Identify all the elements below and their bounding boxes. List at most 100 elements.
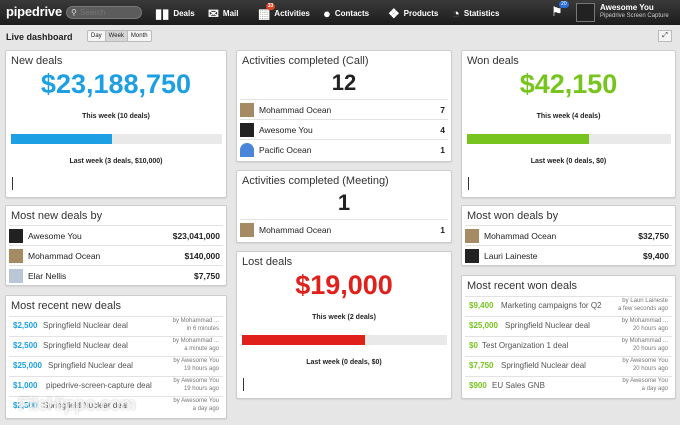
most-won-deals-by-widget: Most won deals by Mohammad Ocean $32,750… (461, 205, 676, 266)
progress-fill (467, 134, 590, 144)
page-title: Live dashboard (6, 32, 73, 42)
deal-amount: $1,000 (13, 381, 38, 390)
range-month[interactable]: Month (130, 33, 148, 39)
list-item[interactable]: Mohammad Ocean $32,750 (465, 225, 672, 245)
search-input[interactable] (80, 7, 140, 18)
list-item[interactable]: Awesome You 4 (240, 119, 448, 139)
deal-amount: $2,500 (13, 401, 38, 410)
user-name[interactable]: Awesome You (600, 3, 654, 12)
deal-name[interactable]: Springfield Nuclear deal (501, 361, 586, 370)
deal-name[interactable]: EU Sales GNB (492, 381, 545, 390)
recent-new-deals-widget: Most recent new deals $2,500 Springfield… (5, 295, 227, 419)
search-box[interactable]: ⚲ (66, 6, 142, 19)
progress-bar (11, 134, 222, 144)
activities-meeting-value: 1 (337, 190, 351, 215)
avatar (240, 102, 254, 117)
filehippo-watermark: FileHippo.com (18, 394, 136, 414)
deal-name[interactable]: Springfield Nuclear deal (48, 361, 133, 370)
list-item[interactable]: $25,000 Springfield Nuclear deal by Awes… (9, 356, 223, 376)
widget-title: Most recent new deals (11, 300, 122, 312)
lost-deals-value: $19,000 (295, 270, 393, 300)
list-item[interactable]: $900 EU Sales GNB by Awesome You a day ag… (465, 376, 672, 396)
list-item[interactable]: $1,000 pipedrive-screen-capture deal by … (9, 376, 223, 396)
deal-amount: $25,000 (13, 361, 42, 370)
fullscreen-icon[interactable]: ⤢ (658, 30, 672, 42)
flag-badge: 20 (559, 1, 569, 8)
list-item[interactable]: Mohammad Ocean $140,000 (9, 245, 223, 265)
widget-title: Lost deals (242, 256, 293, 268)
nav-activities[interactable]: ▦ 33 Activities (258, 2, 310, 21)
progress-fill (11, 134, 113, 144)
range-selector: Day Week Month (87, 30, 152, 42)
nav-statistics[interactable]: ◔ Statistics (452, 5, 500, 21)
flag-icon[interactable]: ⚑ 20 (551, 1, 569, 19)
activities-badge: 33 (265, 2, 276, 10)
mail-icon: ✉ (208, 5, 219, 21)
new-deals-widget: New deals $23,188,750 This week (10 deal… (5, 50, 227, 198)
progress-fill (242, 335, 365, 345)
search-icon: ⚲ (71, 8, 77, 17)
deal-name[interactable]: pipedrive-screen-capture deal (46, 381, 152, 390)
widget-title: Activities completed (Call) (242, 55, 369, 67)
deal-meta: by Mohammad ... 20 hours ago (621, 338, 668, 352)
list-item[interactable]: $0 Test Organization 1 deal by Mohammad … (465, 336, 672, 356)
activities-call-value: 12 (331, 70, 357, 95)
list-item[interactable]: Mohammad Ocean 7 (240, 99, 448, 119)
widget-title: Activities completed (Meeting) (242, 175, 389, 187)
user-avatar[interactable] (576, 3, 595, 22)
activities-call-widget: Activities completed (Call) 12 Mohammad … (236, 50, 452, 162)
deal-name[interactable]: Springfield Nuclear deal (43, 401, 128, 410)
deal-meta: by Mohammad ... in 6 minutes (172, 318, 219, 332)
lost-deals-widget: Lost deals $19,000 This week (2 deals) L… (236, 251, 452, 399)
list-item[interactable]: $2,500 Springfield Nuclear deal by Moham… (9, 336, 223, 356)
avatar (9, 228, 23, 243)
deal-amount: $0 (469, 341, 478, 350)
last-week-label: Last week (0 deals, $0) (530, 158, 607, 165)
deal-meta: by Mohammad ... 20 hours ago (621, 318, 668, 332)
avatar (240, 222, 254, 237)
list-item[interactable]: Elar Nellis $7,750 (9, 265, 223, 285)
deal-name[interactable]: Springfield Nuclear deal (43, 321, 128, 330)
list-item[interactable]: Awesome You $23,041,000 (9, 225, 223, 245)
new-deals-value: $23,188,750 (40, 69, 192, 99)
avatar (9, 248, 23, 263)
deal-meta: by Awesome You 19 hours ago (173, 358, 219, 372)
deal-meta: by Awesome You a day ago (173, 398, 219, 412)
widget-title: Most new deals by (11, 210, 103, 222)
list-item[interactable]: $25,000 Springfield Nuclear deal by Moha… (465, 316, 672, 336)
contacts-icon: ● (323, 5, 331, 21)
list-item[interactable]: $2,500 Springfield Nuclear deal by Aweso… (9, 396, 223, 416)
pipedrive-logo[interactable]: pipedrive (6, 4, 62, 19)
deal-name[interactable]: Springfield Nuclear deal (505, 321, 590, 330)
deal-meta: by Awesome You 19 hours ago (173, 378, 219, 392)
deal-name[interactable]: Springfield Nuclear deal (43, 341, 128, 350)
deal-amount: $25,000 (469, 321, 498, 330)
nav-products[interactable]: ❖ Products (388, 5, 439, 21)
deal-meta: by Awesome You a day ago (622, 378, 668, 392)
deal-amount: $2,500 (13, 341, 38, 350)
range-week[interactable]: Week (105, 31, 128, 41)
progress-bar (242, 335, 447, 345)
text-cursor (12, 177, 13, 190)
products-icon: ❖ (388, 5, 400, 21)
deal-name[interactable]: Marketing campaigns for Q2 (501, 301, 602, 310)
nav-contacts[interactable]: ● Contacts (323, 5, 370, 21)
list-item[interactable]: $7,750 Springfield Nuclear deal by Aweso… (465, 356, 672, 376)
list-item[interactable]: Lauri Laineste $9,400 (465, 245, 672, 265)
nav-mail[interactable]: ✉ Mail (208, 5, 239, 21)
deal-name[interactable]: Test Organization 1 deal (482, 341, 569, 350)
list-item[interactable]: $2,500 Springfield Nuclear deal by Moham… (9, 316, 223, 336)
list-item[interactable]: Mohammad Ocean 1 (240, 219, 448, 239)
most-new-deals-by-widget: Most new deals by Awesome You $23,041,00… (5, 205, 227, 286)
activities-meeting-widget: Activities completed (Meeting) 1 Mohamma… (236, 170, 452, 243)
deal-amount: $900 (469, 381, 487, 390)
list-item[interactable]: $9,400 Marketing campaigns for Q2 by Lau… (465, 296, 672, 316)
this-week-label: This week (4 deals) (536, 113, 601, 120)
deal-amount: $7,750 (469, 361, 494, 370)
range-day[interactable]: Day (88, 31, 106, 41)
list-item[interactable]: Pacific Ocean 1 (240, 139, 448, 159)
text-cursor (468, 177, 469, 190)
top-navigation-bar: pipedrive ⚲ ▮▮Deals ✉Mail ▦33Activities … (0, 0, 680, 25)
nav-deals[interactable]: ▮▮ Deals (155, 5, 195, 21)
deal-amount: $9,400 (469, 301, 494, 310)
